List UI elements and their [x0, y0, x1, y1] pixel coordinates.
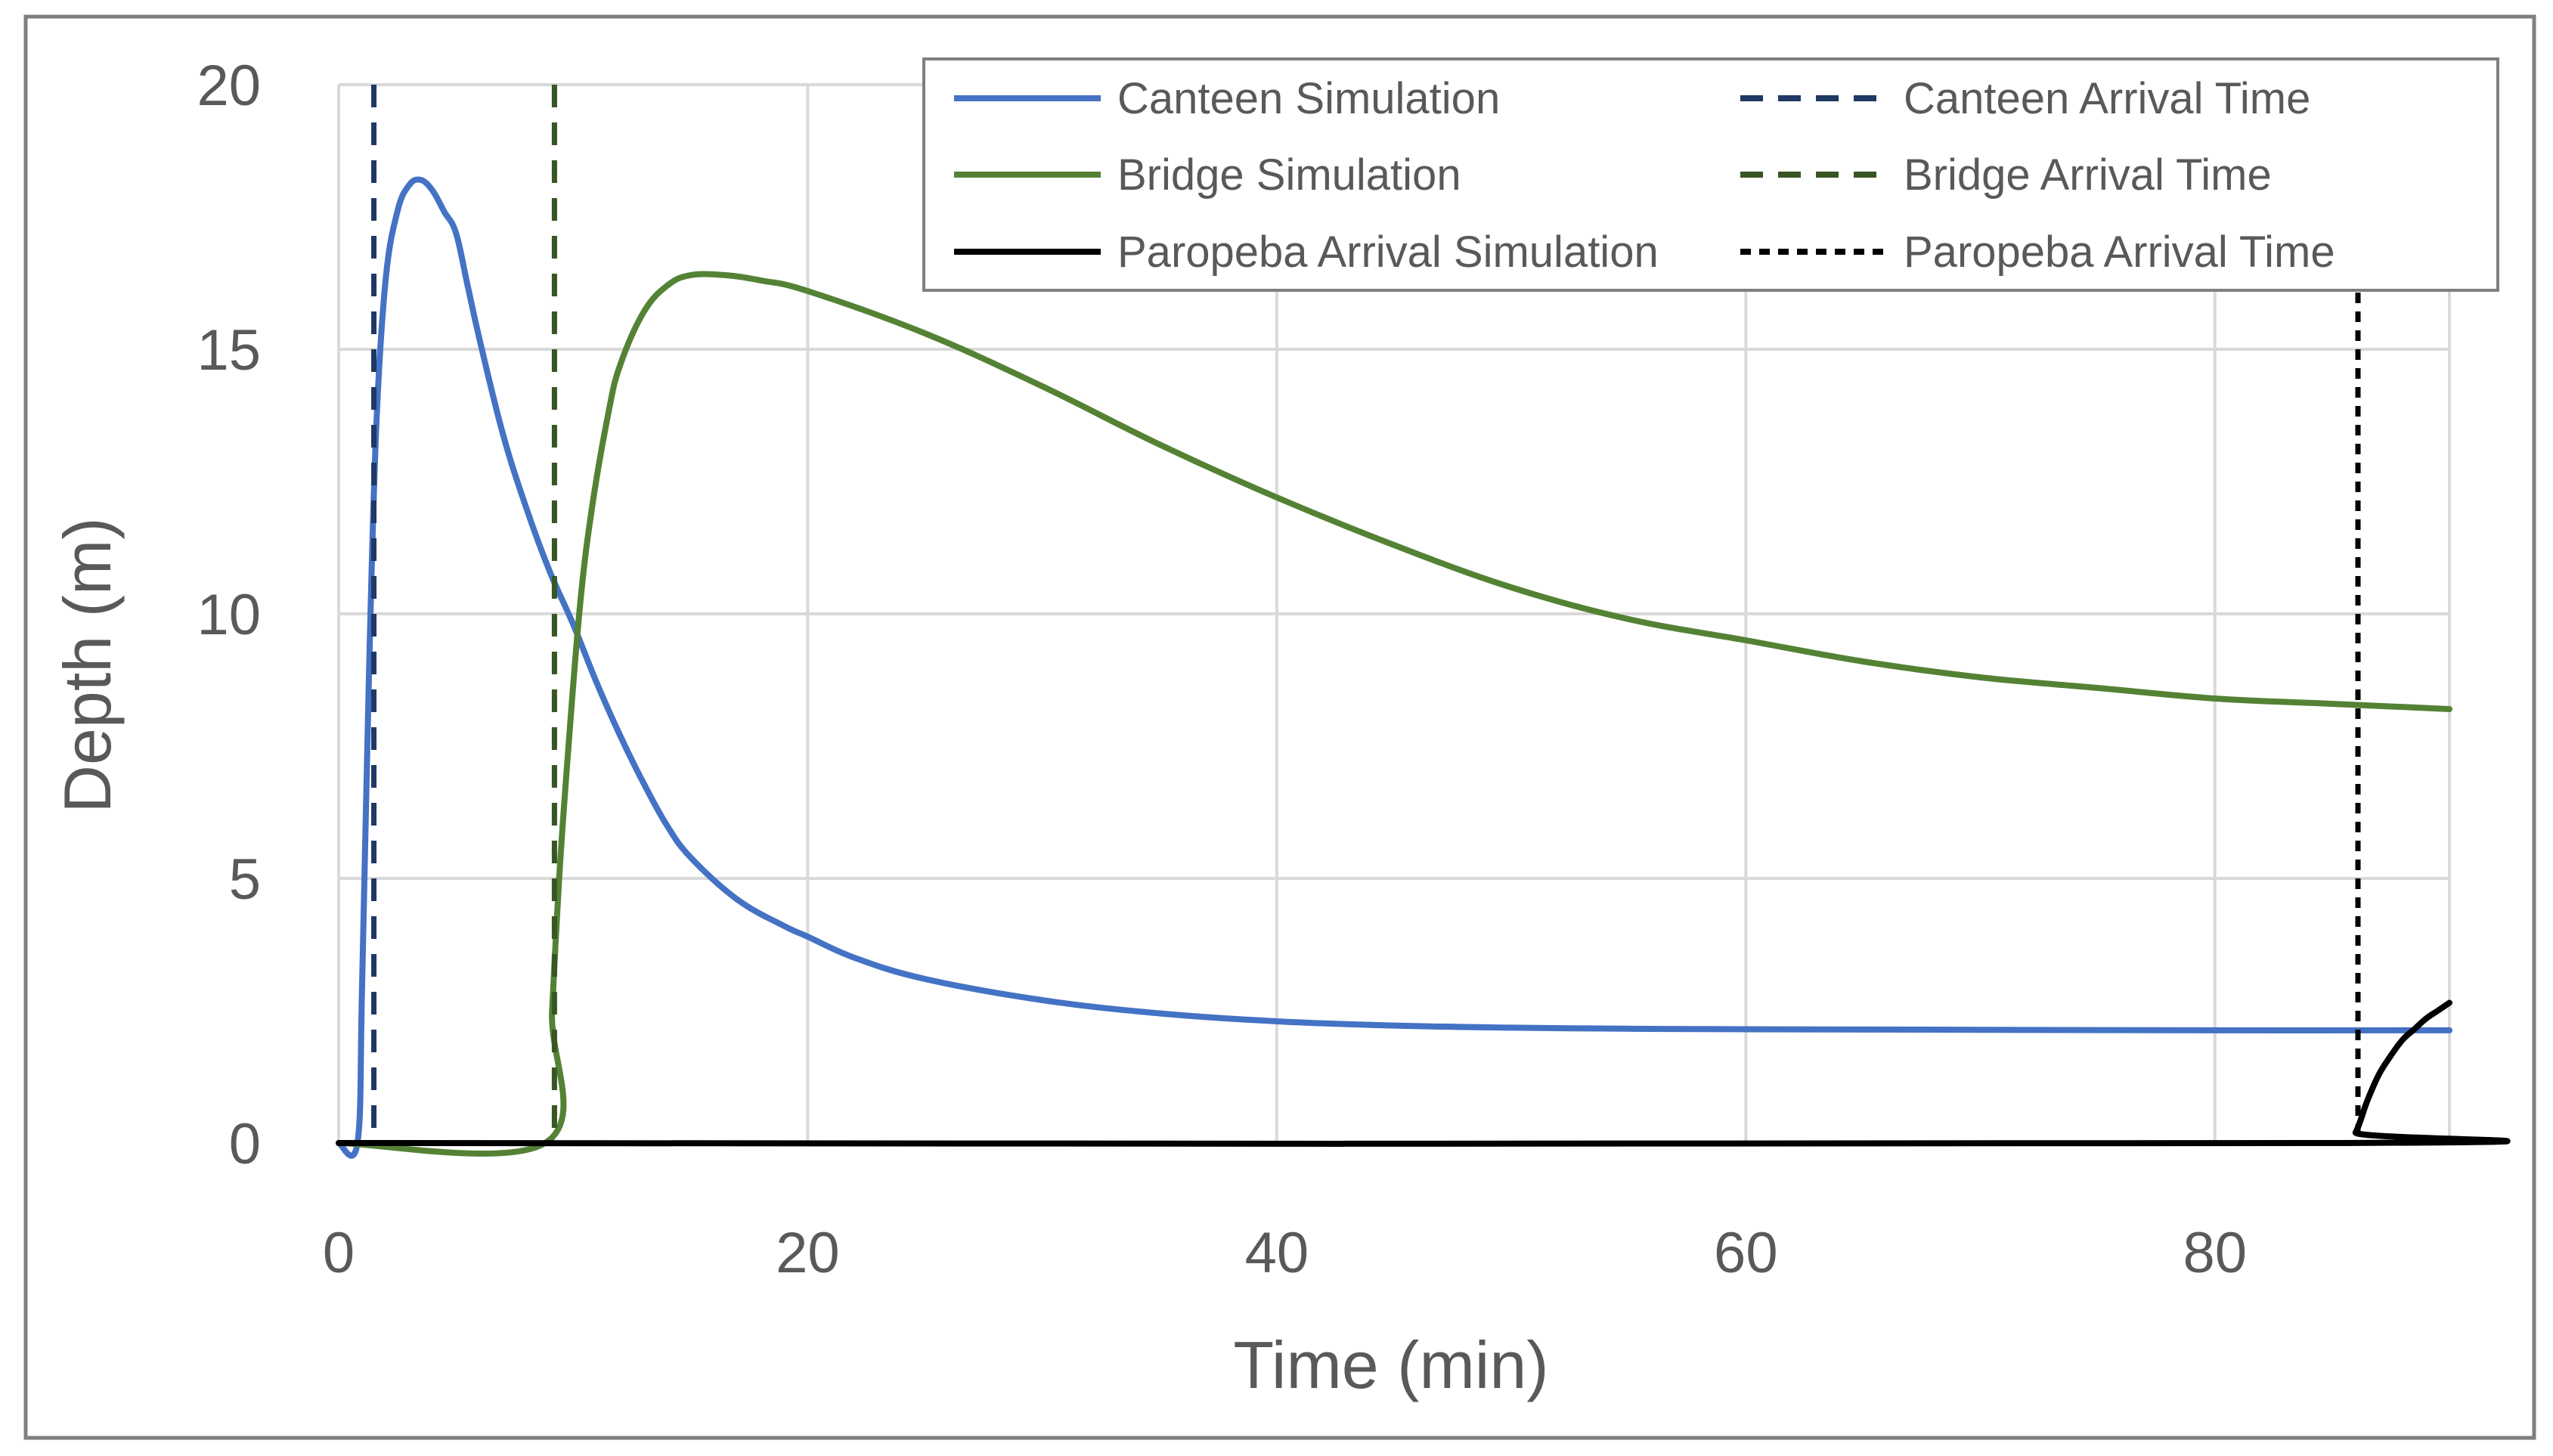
bridge-simulation-line — [336, 271, 2452, 1157]
y-tick-label: 5 — [229, 847, 261, 912]
legend-label-paropeba-arrival-time: Paropeba Arrival Time — [1904, 228, 2335, 277]
x-tick-label: 80 — [2183, 1221, 2248, 1285]
legend: Canteen Simulation Canteen Arrival Time Br… — [922, 57, 2499, 292]
tick-labels: 0 5 10 15 20 0 20 40 60 80 — [197, 54, 2247, 1285]
x-tick-label: 20 — [776, 1221, 840, 1285]
x-tick-label: 60 — [1714, 1221, 1778, 1285]
canteen-simulation-line — [336, 176, 2452, 1159]
legend-label-canteen-simulation: Canteen Simulation — [1117, 74, 1500, 123]
x-tick-label: 40 — [1245, 1221, 1309, 1285]
x-tick-label: 0 — [323, 1221, 355, 1285]
legend-label-paropeba-arrival-simulation: Paropeba Arrival Simulation — [1117, 228, 1659, 277]
legend-box — [922, 57, 2499, 292]
y-axis-title: Depth (m) — [50, 517, 125, 813]
paropeba-arrival-simulation-line — [336, 999, 2511, 1148]
y-tick-label: 10 — [197, 583, 261, 647]
legend-label-bridge-simulation: Bridge Simulation — [1117, 150, 1461, 200]
legend-label-bridge-arrival-time: Bridge Arrival Time — [1904, 150, 2272, 200]
series-lines — [336, 176, 2511, 1159]
x-axis-title: Time (min) — [1233, 1327, 1548, 1402]
y-tick-label: 15 — [197, 318, 261, 383]
y-tick-label: 20 — [197, 54, 261, 118]
y-tick-label: 0 — [229, 1112, 261, 1176]
legend-label-canteen-arrival-time: Canteen Arrival Time — [1904, 74, 2310, 123]
